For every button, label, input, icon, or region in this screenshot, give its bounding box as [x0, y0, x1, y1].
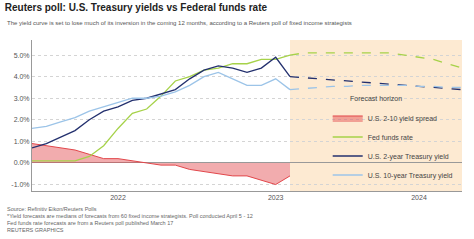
svg-text:U.S. 2-year Treasury yield: U.S. 2-year Treasury yield [368, 153, 449, 161]
svg-text:0.0%: 0.0% [14, 159, 30, 166]
svg-text:Source: Refinitiv Eikon/Reuter: Source: Refinitiv Eikon/Reuters Polls*Yi… [7, 206, 253, 233]
svg-text:4.0%: 4.0% [14, 73, 30, 80]
svg-text:The yield curve is set to lose: The yield curve is set to lose much of i… [7, 20, 352, 26]
svg-text:U.S. 10-year Treasury yield: U.S. 10-year Treasury yield [368, 172, 453, 180]
svg-text:2022: 2022 [110, 194, 126, 201]
svg-text:2023: 2023 [268, 194, 284, 201]
svg-text:U.S. 2-10 yield spread: U.S. 2-10 yield spread [368, 115, 437, 123]
svg-text:1.0%: 1.0% [14, 138, 30, 145]
svg-text:Reuters poll: U.S. Treasury yi: Reuters poll: U.S. Treasury yields vs Fe… [5, 2, 268, 13]
svg-text:5.0%: 5.0% [14, 52, 30, 59]
svg-text:2024: 2024 [411, 194, 427, 201]
svg-text:Forecast horizon: Forecast horizon [350, 95, 402, 102]
svg-text:-1.0%: -1.0% [11, 181, 29, 188]
svg-text:2.0%: 2.0% [14, 116, 30, 123]
svg-text:Fed funds rate: Fed funds rate [368, 134, 413, 141]
svg-text:3.0%: 3.0% [14, 95, 30, 102]
